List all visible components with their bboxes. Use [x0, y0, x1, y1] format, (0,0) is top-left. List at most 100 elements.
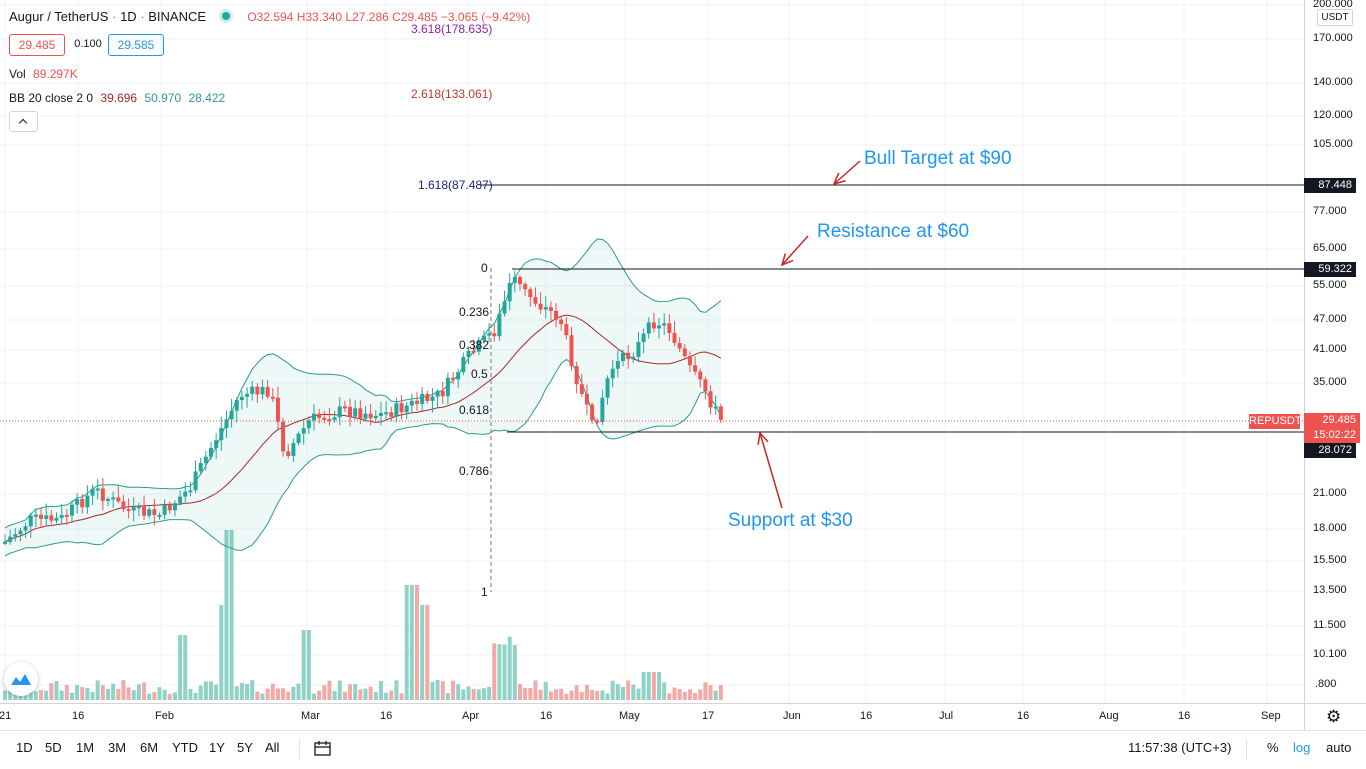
volume-bar: [621, 686, 625, 700]
tradingview-logo[interactable]: [4, 662, 38, 696]
auto-scale-toggle[interactable]: auto: [1326, 740, 1352, 755]
candle-body: [662, 323, 667, 326]
candle-body: [317, 413, 322, 418]
go-to-date-button[interactable]: [313, 739, 333, 759]
volume-bar: [378, 681, 383, 700]
resistance-annotation[interactable]: Resistance at $60: [817, 221, 970, 242]
range-button[interactable]: 1M: [76, 740, 95, 755]
ohlc-change: −3.065 (−9.42%): [440, 10, 531, 24]
range-button[interactable]: 5D: [45, 740, 62, 755]
candle-body: [142, 506, 147, 516]
candle-body: [95, 488, 100, 491]
range-button[interactable]: 6M: [140, 740, 159, 755]
volume-bar: [198, 685, 203, 700]
candle-body: [389, 412, 394, 417]
volume-bar: [435, 680, 440, 700]
candle-body: [183, 491, 188, 497]
support-annotation[interactable]: Support at $30: [728, 510, 853, 531]
candle-body: [260, 387, 265, 395]
time-axis[interactable]: 21 16 Feb Mar 16 Apr 16 May 17 Jun 16 Jul 16 Aug 16 Sep: [0, 703, 1304, 730]
volume-bar: [188, 688, 193, 700]
volume-bar: [554, 689, 559, 700]
price-axis[interactable]: USDT: [1304, 0, 1366, 703]
chart-settings-button[interactable]: ⚙: [1304, 703, 1366, 730]
candle-body: [554, 310, 559, 320]
symbol-price-tag: REPUSDT: [1249, 414, 1302, 429]
interval[interactable]: 1D: [120, 9, 137, 24]
volume-bar: [584, 684, 589, 700]
volume-value: 89.297K: [33, 67, 78, 81]
collapse-legend-button[interactable]: [9, 111, 38, 132]
volume-bar: [147, 693, 152, 700]
candle-body: [322, 417, 327, 420]
range-button[interactable]: 1Y: [209, 740, 225, 755]
volume-bar: [667, 693, 672, 700]
price-tick-label: 35.000: [1313, 376, 1347, 388]
price-tick-label: 15.500: [1313, 554, 1347, 566]
candle-body: [116, 497, 121, 502]
buy-button[interactable]: 29.585: [108, 34, 164, 56]
range-button[interactable]: 3M: [108, 740, 127, 755]
candle-body: [564, 324, 569, 336]
sell-button[interactable]: 29.485: [9, 34, 65, 56]
candle-body: [80, 499, 85, 508]
volume-bar: [492, 643, 497, 700]
candle-body: [239, 396, 244, 401]
candle-body: [543, 307, 548, 310]
candle-body: [342, 406, 347, 409]
range-button[interactable]: 1D: [16, 740, 33, 755]
fib-ext-1618: 1.618(87.487): [418, 178, 493, 192]
range-button[interactable]: YTD: [172, 740, 198, 755]
clock-timezone[interactable]: 11:57:38 (UTC+3): [1128, 740, 1232, 755]
candle-body: [569, 335, 574, 367]
candle-body: [682, 348, 687, 357]
volume-bar: [425, 605, 430, 700]
volume-bar: [281, 688, 286, 700]
candle-body: [281, 421, 286, 452]
volume-bar: [250, 680, 255, 700]
range-button[interactable]: 5Y: [237, 740, 253, 755]
candle-body: [121, 501, 126, 510]
range-button[interactable]: All: [265, 740, 280, 755]
bull-target-annotation[interactable]: Bull Target at $90: [864, 148, 1012, 169]
candle-body: [178, 496, 183, 504]
price-tick-label: 55.000: [1313, 279, 1347, 291]
candle-body: [430, 396, 435, 401]
volume-bar: [322, 685, 327, 700]
volume-bar: [172, 692, 177, 700]
volume-bar: [693, 693, 698, 700]
price-chart[interactable]: [0, 0, 1304, 703]
volume-bar: [111, 683, 116, 700]
time-tick-label: Feb: [155, 710, 174, 722]
volume-bar: [39, 690, 44, 700]
chart-pane[interactable]: [0, 0, 1304, 703]
calendar-range-icon: [314, 741, 331, 756]
chevron-up-icon: [18, 118, 28, 128]
candle-body: [64, 514, 69, 517]
volume-bar: [677, 688, 682, 700]
volume-bar: [708, 685, 713, 700]
volume-bar: [85, 687, 90, 700]
volume-bar: [420, 605, 425, 700]
volume-bar: [451, 680, 456, 700]
currency-badge[interactable]: USDT: [1317, 9, 1353, 26]
candle-body: [59, 514, 64, 518]
candle-body: [466, 350, 471, 358]
candle-body: [136, 506, 141, 509]
ohlc-open: O32.594: [247, 10, 294, 24]
percent-scale-toggle[interactable]: %: [1267, 740, 1279, 755]
volume-bar: [389, 690, 394, 700]
candle-body: [214, 440, 219, 449]
volume-label: Vol: [9, 67, 26, 81]
log-scale-toggle[interactable]: log: [1293, 740, 1311, 755]
volume-bar: [718, 685, 723, 700]
volume-bar: [64, 684, 69, 700]
volume-bar: [209, 681, 213, 700]
symbol-name[interactable]: Augur / TetherUS: [9, 9, 109, 24]
candle-body: [312, 413, 316, 421]
time-tick-label: 16: [380, 710, 393, 722]
volume-bar: [641, 672, 646, 700]
resistance-price-label: 59.322: [1304, 262, 1356, 277]
candle-body: [713, 406, 718, 409]
candle-body: [167, 504, 172, 511]
